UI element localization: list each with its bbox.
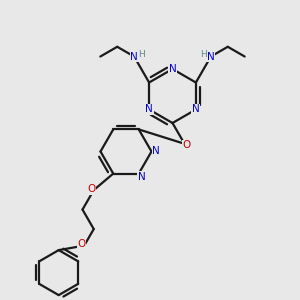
Text: N: N — [138, 172, 146, 182]
Text: N: N — [169, 64, 176, 74]
Text: H: H — [200, 50, 207, 58]
Text: N: N — [152, 146, 160, 157]
Text: O: O — [183, 140, 191, 150]
Text: H: H — [138, 50, 145, 58]
Text: O: O — [87, 184, 95, 194]
Text: O: O — [78, 239, 86, 249]
Text: N: N — [192, 104, 200, 115]
Text: N: N — [145, 104, 153, 115]
Text: N: N — [207, 52, 215, 61]
Text: N: N — [130, 52, 138, 61]
